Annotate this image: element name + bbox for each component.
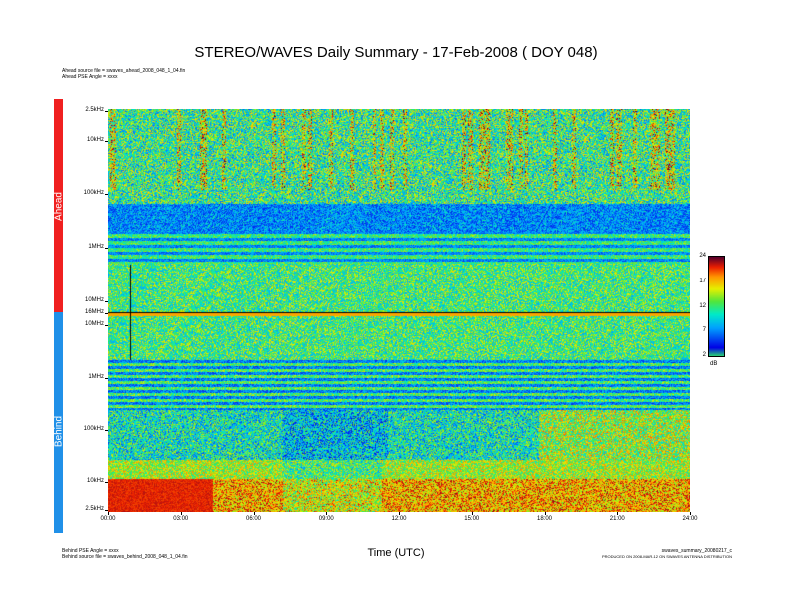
x-tick-mark xyxy=(471,512,473,515)
spectrogram-plot xyxy=(108,109,690,512)
x-tick-mark xyxy=(617,512,619,515)
production-note: PRODUCED ON 2008-MAR-12 ON SWAVES ANTENN… xyxy=(601,554,732,559)
behind-bar xyxy=(54,312,63,533)
x-tick-label: 09:00 xyxy=(318,516,334,522)
y-tick-mark xyxy=(105,482,108,483)
x-tick-label: 21:00 xyxy=(609,516,625,522)
y-tick-mark xyxy=(105,510,108,511)
ahead-pse-note: Ahead PSE Angle = xxxx xyxy=(62,74,118,80)
y-tick-mark xyxy=(105,248,108,249)
y-tick-label: 2.5kHz xyxy=(85,506,104,512)
behind-pse-note: Behind PSE Angle = xxxx xyxy=(62,548,119,554)
y-tick-label: 1MHz xyxy=(88,244,104,250)
x-tick-mark xyxy=(108,512,109,515)
x-tick-label: 06:00 xyxy=(245,516,261,522)
colorbar xyxy=(708,256,725,357)
x-tick-mark xyxy=(326,512,328,515)
x-tick-label: 00:00 xyxy=(100,516,116,522)
colorbar-canvas xyxy=(709,257,724,356)
y-tick-mark xyxy=(105,111,108,112)
ahead-source-note: Ahead source file = swaves_ahead_2008_04… xyxy=(62,68,186,74)
x-tick-label: 24:00 xyxy=(682,516,698,522)
y-tick-label: 100kHz xyxy=(83,190,104,196)
colorbar-tick-label: 2 xyxy=(702,352,706,358)
colorbar-unit: dB xyxy=(710,361,718,367)
y-tick-label: 2.5kHz xyxy=(85,107,104,113)
y-tick-label: 100kHz xyxy=(83,426,104,432)
y-tick-mark xyxy=(105,141,108,142)
y-tick-label: 10MHz xyxy=(84,297,104,303)
spectrogram-canvas xyxy=(108,109,690,512)
behind-source-note: Behind source file = swaves_behind_2008_… xyxy=(62,554,188,560)
colorbar-tick-label: 17 xyxy=(699,277,706,284)
y-tick-mark xyxy=(105,430,108,431)
x-axis-title: Time (UTC) xyxy=(367,547,425,559)
summary-id-note: swaves_summary_20080217_c xyxy=(661,548,732,554)
y-tick-label: 10kHz xyxy=(86,137,104,143)
x-tick-mark xyxy=(690,512,691,515)
colorbar-tick-label: 12 xyxy=(699,302,706,309)
y-tick-mark xyxy=(105,194,108,195)
y-tick-label: 1MHz xyxy=(88,374,104,380)
x-tick-label: 15:00 xyxy=(464,516,480,522)
y-tick-label: 10kHz xyxy=(86,478,104,484)
ahead-label: Ahead xyxy=(53,192,65,221)
x-tick-mark xyxy=(253,512,255,515)
x-tick-mark xyxy=(180,512,182,515)
x-tick-label: 03:00 xyxy=(173,516,189,522)
colorbar-tick-label: 24 xyxy=(699,253,706,259)
y-tick-mark xyxy=(105,301,108,302)
ahead-bar xyxy=(54,99,63,312)
x-tick-mark xyxy=(399,512,400,515)
x-tick-mark xyxy=(544,512,546,515)
y-tick-mark xyxy=(105,325,108,326)
x-tick-label: 18:00 xyxy=(536,516,552,522)
y-tick-label: 10MHz xyxy=(84,321,104,327)
y-tick-label: 16MHz xyxy=(84,309,104,315)
chart-title: STEREO/WAVES Daily Summary - 17-Feb-2008… xyxy=(194,44,598,61)
y-tick-mark xyxy=(105,313,108,314)
x-tick-label: 12:00 xyxy=(391,516,407,522)
colorbar-tick-label: 7 xyxy=(702,327,706,334)
y-tick-mark xyxy=(105,378,108,379)
